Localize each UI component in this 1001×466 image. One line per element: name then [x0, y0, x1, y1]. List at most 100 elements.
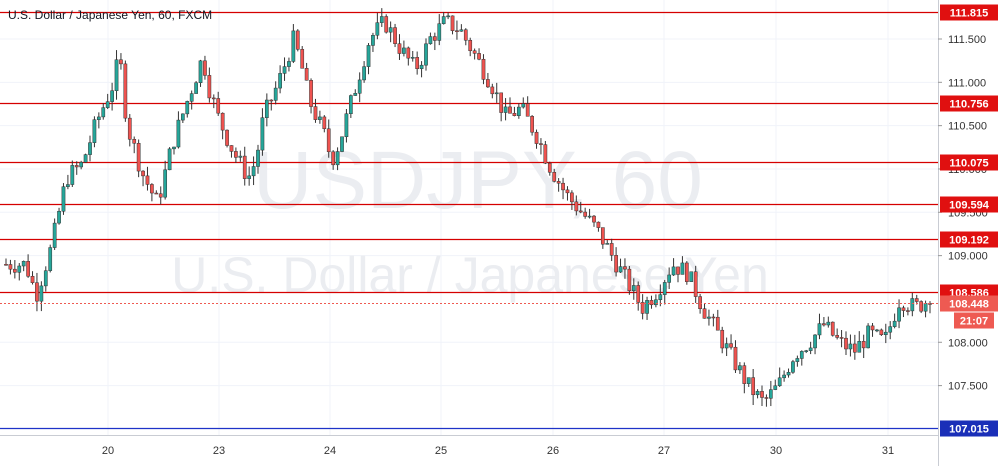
- candle-down[interactable]: [225, 129, 229, 146]
- candle-up[interactable]: [273, 87, 278, 101]
- candle-up[interactable]: [362, 66, 366, 81]
- candle-up[interactable]: [189, 93, 194, 102]
- candle-down[interactable]: [74, 165, 79, 168]
- candle-up[interactable]: [446, 15, 450, 18]
- candle-up[interactable]: [494, 92, 499, 95]
- candle-down[interactable]: [570, 192, 574, 203]
- candle-up[interactable]: [61, 186, 66, 212]
- candle-up[interactable]: [883, 331, 888, 335]
- candle-down[interactable]: [547, 162, 552, 173]
- candle-down[interactable]: [331, 151, 336, 166]
- candle-down[interactable]: [158, 193, 163, 198]
- candle-down[interactable]: [751, 377, 756, 396]
- candle-up[interactable]: [618, 266, 623, 273]
- candle-down[interactable]: [295, 30, 300, 50]
- candle-down[interactable]: [600, 227, 605, 245]
- candle-down[interactable]: [119, 59, 123, 65]
- candle-up[interactable]: [667, 274, 672, 283]
- candle-down[interactable]: [583, 211, 588, 217]
- candle-up[interactable]: [888, 326, 893, 333]
- candle-up[interactable]: [503, 106, 508, 113]
- candle-up[interactable]: [70, 165, 75, 185]
- candle-down[interactable]: [764, 397, 769, 399]
- candle-up[interactable]: [875, 329, 879, 332]
- candle-down[interactable]: [715, 316, 720, 331]
- candle-up[interactable]: [402, 47, 406, 54]
- candle-down[interactable]: [127, 117, 132, 140]
- candle-down[interactable]: [649, 300, 654, 306]
- candle-down[interactable]: [623, 266, 627, 270]
- candle-up[interactable]: [782, 374, 786, 379]
- candle-up[interactable]: [251, 166, 256, 177]
- candle-up[interactable]: [110, 90, 114, 102]
- candle-up[interactable]: [340, 136, 344, 152]
- candle-down[interactable]: [203, 60, 207, 76]
- candle-up[interactable]: [105, 101, 110, 108]
- candle-up[interactable]: [194, 82, 198, 94]
- candle-down[interactable]: [830, 321, 835, 336]
- candle-down[interactable]: [530, 116, 534, 133]
- candle-up[interactable]: [662, 282, 667, 295]
- candle-up[interactable]: [441, 16, 446, 24]
- candle-up[interactable]: [260, 117, 265, 151]
- candle-down[interactable]: [901, 307, 906, 311]
- candle-up[interactable]: [738, 365, 742, 371]
- candle-up[interactable]: [176, 119, 181, 148]
- candle-down[interactable]: [539, 143, 543, 145]
- candle-up[interactable]: [857, 341, 862, 353]
- candle-up[interactable]: [172, 146, 176, 150]
- candle-up[interactable]: [256, 149, 260, 167]
- candle-down[interactable]: [211, 97, 216, 100]
- candle-down[interactable]: [12, 268, 17, 273]
- candle-down[interactable]: [30, 275, 35, 283]
- candle-down[interactable]: [609, 243, 614, 256]
- candle-up[interactable]: [287, 61, 291, 67]
- candle-down[interactable]: [216, 98, 221, 114]
- candle-down[interactable]: [304, 68, 309, 81]
- candle-down[interactable]: [26, 261, 30, 277]
- candle-down[interactable]: [852, 343, 857, 353]
- candle-up[interactable]: [424, 43, 428, 66]
- candle-down[interactable]: [742, 365, 747, 384]
- candle-up[interactable]: [848, 343, 853, 350]
- candle-up[interactable]: [410, 57, 415, 59]
- candle-down[interactable]: [242, 155, 247, 179]
- candle-down[interactable]: [919, 301, 924, 312]
- candle-down[interactable]: [556, 181, 561, 184]
- candle-down[interactable]: [393, 27, 397, 44]
- candle-up[interactable]: [671, 266, 676, 276]
- candle-up[interactable]: [291, 30, 296, 62]
- candle-down[interactable]: [309, 80, 313, 107]
- candle-up[interactable]: [768, 389, 773, 399]
- candle-down[interactable]: [229, 145, 234, 152]
- candle-down[interactable]: [693, 271, 698, 297]
- candle-down[interactable]: [711, 316, 716, 319]
- candle-up[interactable]: [66, 184, 70, 187]
- candle-down[interactable]: [432, 36, 437, 41]
- candle-down[interactable]: [676, 266, 680, 275]
- candle-down[interactable]: [574, 201, 579, 212]
- candle-down[interactable]: [534, 131, 539, 144]
- candle-up[interactable]: [114, 59, 119, 91]
- candle-up[interactable]: [17, 265, 22, 273]
- candle-down[interactable]: [486, 79, 490, 88]
- candle-up[interactable]: [88, 142, 92, 155]
- candle-up[interactable]: [654, 299, 658, 306]
- candle-down[interactable]: [636, 285, 641, 303]
- candle-down[interactable]: [561, 182, 565, 191]
- candle-down[interactable]: [684, 262, 689, 282]
- candle-down[interactable]: [415, 57, 420, 69]
- candle-down[interactable]: [879, 329, 884, 335]
- candle-up[interactable]: [689, 271, 694, 282]
- candle-up[interactable]: [923, 303, 928, 312]
- candle-up[interactable]: [238, 155, 243, 158]
- candle-down[interactable]: [760, 391, 764, 398]
- candle-down[interactable]: [8, 264, 13, 270]
- candle-down[interactable]: [322, 116, 327, 130]
- candle-up[interactable]: [52, 222, 57, 248]
- candle-down[interactable]: [145, 175, 150, 185]
- candle-up[interactable]: [198, 60, 203, 83]
- time-axis[interactable]: 20 23 24 25 26 27 30 31: [0, 435, 938, 458]
- candle-up[interactable]: [278, 73, 282, 89]
